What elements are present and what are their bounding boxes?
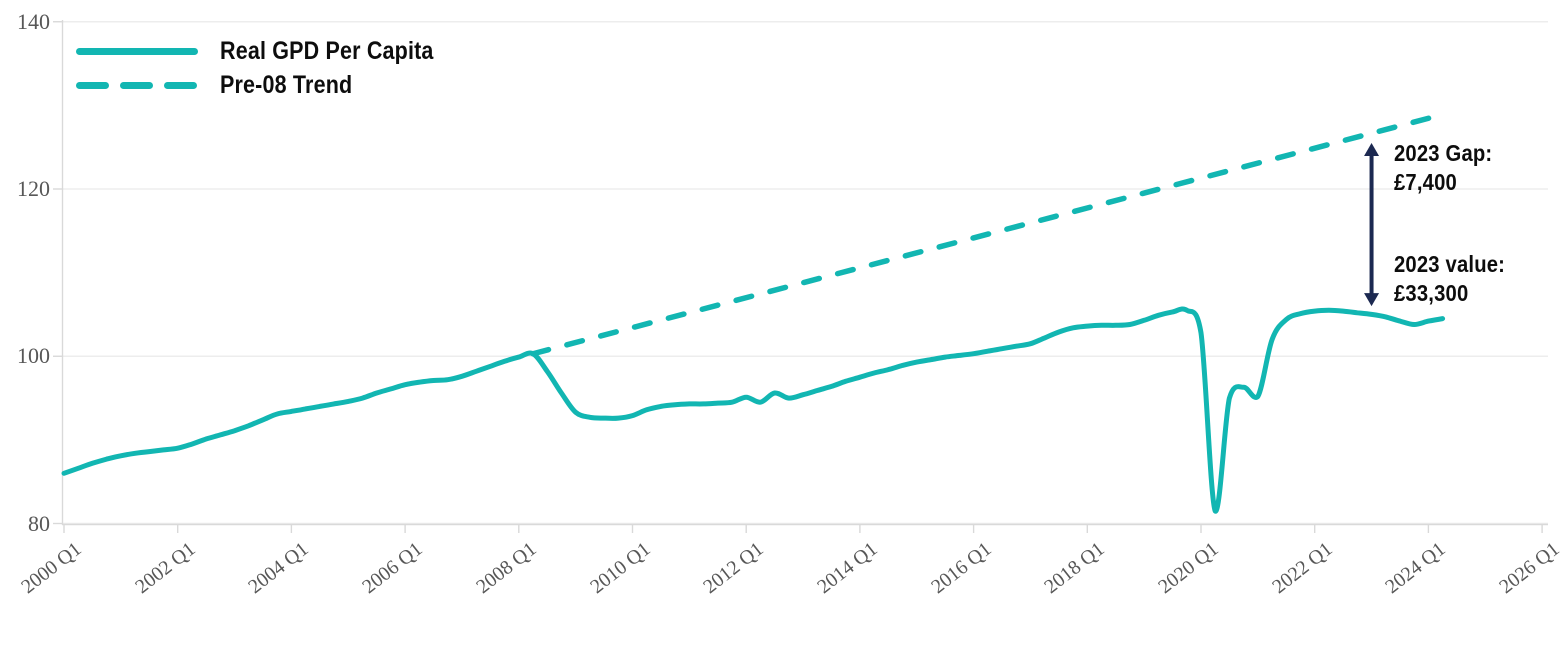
y-tick-label: 80	[28, 510, 50, 536]
legend-item-pre08-trend: Pre-08 Trend	[76, 71, 468, 99]
gap-annotation-amount: £7,400	[1394, 169, 1457, 195]
legend-item-real-gdp: Real GPD Per Capita	[76, 37, 468, 65]
gap-annotation: 2023 Gap: £7,400	[1394, 139, 1492, 197]
gap-arrow-down-icon	[1364, 293, 1380, 307]
chart-plot-area	[53, 20, 1548, 533]
legend-label-pre08-trend: Pre-08 Trend	[220, 70, 353, 99]
pre08-trend-line	[530, 111, 1446, 357]
value-annotation: 2023 value: £33,300	[1394, 250, 1505, 308]
dashed-line-swatch-icon	[76, 81, 198, 89]
legend: Real GPD Per Capita Pre-08 Trend	[76, 37, 468, 99]
legend-label-real-gdp: Real GPD Per Capita	[220, 36, 434, 65]
solid-line-swatch-icon	[76, 47, 198, 55]
gdp-per-capita-chart: 140 120 100 80 2000 Q1 2002 Q1 2004 Q1 2006 Q1…	[17, 8, 1561, 598]
gap-arrow-up-icon	[1364, 143, 1380, 157]
value-annotation-title: 2023 value:	[1394, 251, 1506, 277]
value-annotation-amount: £33,300	[1394, 280, 1469, 306]
y-tick-label: 140	[17, 8, 50, 34]
real-gdp-line	[61, 306, 1446, 514]
y-tick-label: 120	[17, 176, 50, 201]
y-tick-label: 100	[17, 343, 50, 369]
gap-annotation-title: 2023 Gap:	[1394, 140, 1493, 166]
